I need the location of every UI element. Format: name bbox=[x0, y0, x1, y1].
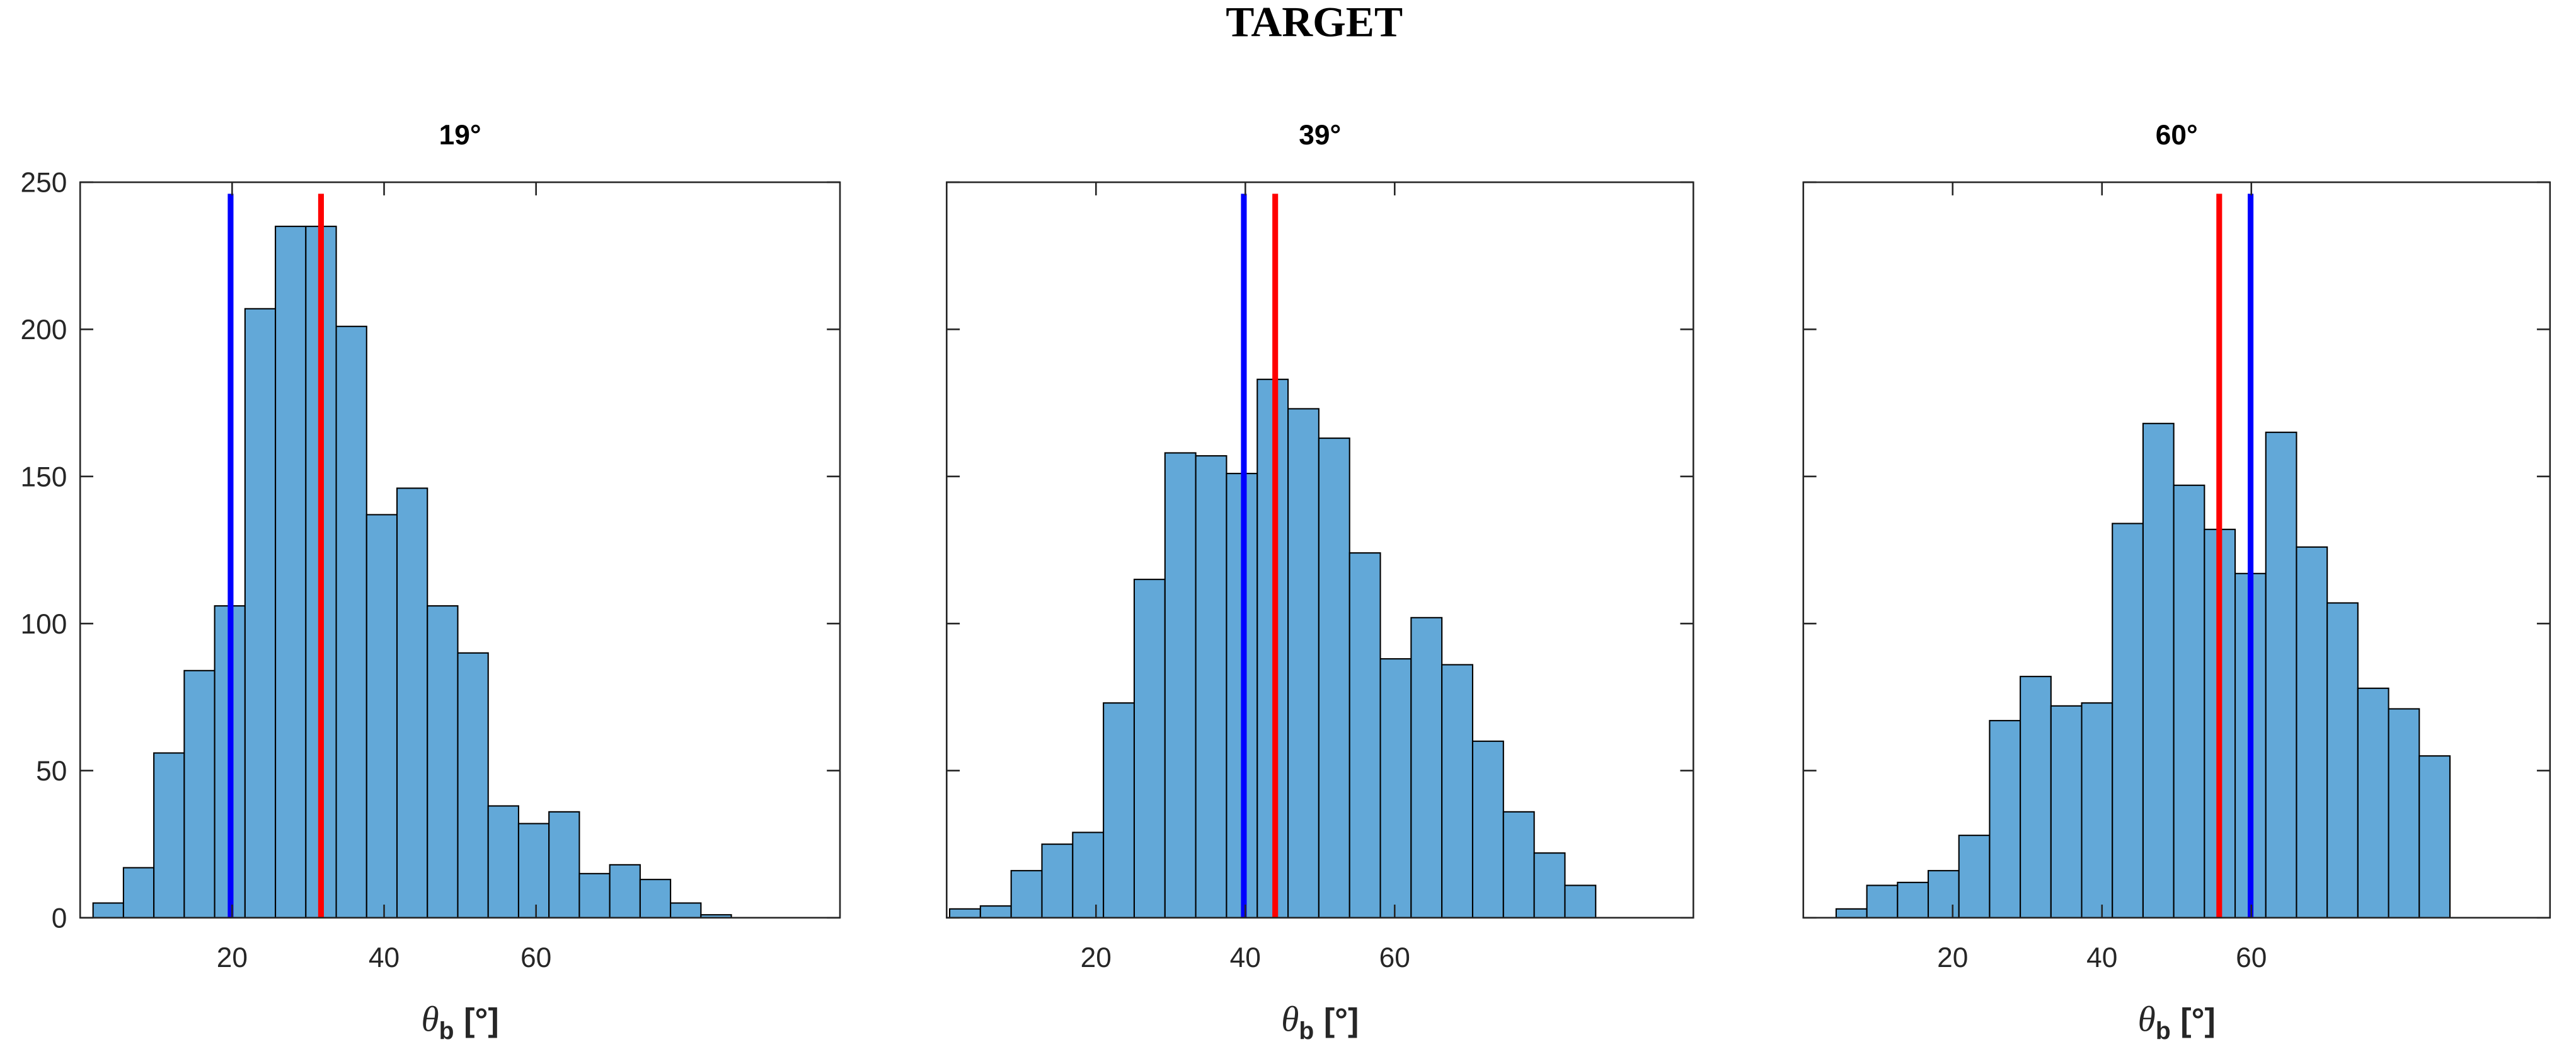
histogram-bar bbox=[1835, 908, 1868, 918]
histogram-bar bbox=[639, 879, 672, 918]
histogram-bar bbox=[1164, 452, 1197, 918]
histogram-bar bbox=[396, 487, 428, 918]
histogram-bar bbox=[1195, 455, 1228, 918]
panel-title: 39° bbox=[1299, 120, 1341, 151]
x-tick-label: 20 bbox=[1081, 942, 1112, 973]
histogram-bar bbox=[1533, 852, 1566, 918]
histogram-bar bbox=[1287, 408, 1320, 918]
x-axis-label: θb [°] bbox=[2138, 1000, 2216, 1045]
histogram-bar bbox=[1897, 881, 1929, 918]
histogram-bar bbox=[1958, 835, 1991, 918]
histogram-bar bbox=[244, 308, 277, 918]
histogram-bar bbox=[1103, 702, 1136, 918]
histogram-bar bbox=[2050, 705, 2083, 918]
y-tick-label: 0 bbox=[52, 903, 67, 934]
histogram-bar bbox=[548, 811, 580, 918]
histogram-bar bbox=[979, 905, 1012, 918]
histogram-bar bbox=[2326, 602, 2359, 918]
histogram-bar bbox=[2112, 523, 2144, 918]
histogram-bar bbox=[2388, 708, 2420, 918]
histogram-bar bbox=[1010, 870, 1043, 918]
histogram-bar bbox=[2418, 755, 2451, 918]
histogram-bar bbox=[2081, 702, 2113, 918]
histogram-bar bbox=[1471, 740, 1504, 918]
x-tick-label: 20 bbox=[217, 942, 248, 973]
y-tick-label: 50 bbox=[36, 756, 67, 787]
histogram-bar bbox=[2357, 687, 2389, 918]
x-label-unit: [°] bbox=[2180, 1002, 2216, 1039]
histogram-bar bbox=[2142, 422, 2175, 918]
histogram-bar bbox=[1441, 664, 1474, 918]
y-tick-label: 250 bbox=[20, 168, 67, 199]
y-tick-label: 100 bbox=[20, 609, 67, 640]
histogram-bar bbox=[1502, 811, 1535, 918]
histogram-bar bbox=[948, 908, 981, 918]
histogram-bar bbox=[365, 514, 398, 918]
histogram-bar bbox=[1133, 579, 1166, 918]
histogram-bar bbox=[1318, 437, 1350, 918]
x-tick-label: 40 bbox=[2086, 942, 2117, 973]
x-label-unit: [°] bbox=[1324, 1002, 1359, 1039]
x-label-symbol: θ bbox=[2138, 1000, 2156, 1040]
x-axis-label: θb [°] bbox=[1281, 1000, 1359, 1045]
x-tick-label: 60 bbox=[2236, 942, 2267, 973]
histogram-bar bbox=[427, 605, 459, 918]
histogram-bar bbox=[153, 752, 185, 918]
histogram-bar bbox=[122, 867, 155, 918]
x-axis-label: θb [°] bbox=[422, 1000, 499, 1045]
histogram-bar bbox=[2265, 431, 2297, 918]
histogram-bar bbox=[1927, 870, 1960, 918]
x-label-subscript: b bbox=[1299, 1018, 1314, 1045]
histogram-bar bbox=[335, 325, 367, 918]
y-tick-label: 200 bbox=[20, 315, 67, 345]
histogram-bar bbox=[487, 805, 519, 918]
panel-title: 19° bbox=[439, 120, 481, 151]
x-label-subscript: b bbox=[439, 1018, 454, 1045]
histogram-bar bbox=[1348, 552, 1381, 918]
histogram-bar bbox=[457, 652, 489, 918]
axes-box bbox=[79, 181, 841, 919]
histogram-bar bbox=[2296, 546, 2328, 918]
histogram-bar bbox=[183, 669, 216, 918]
x-label-unit: [°] bbox=[464, 1002, 499, 1039]
axes-box bbox=[1802, 181, 2551, 919]
histogram-bar bbox=[578, 872, 611, 918]
x-tick-label: 40 bbox=[369, 942, 400, 973]
x-tick-label: 40 bbox=[1230, 942, 1261, 973]
histogram-bar bbox=[1989, 720, 2021, 918]
panel-title: 60° bbox=[2156, 120, 2198, 151]
x-tick-label: 60 bbox=[1379, 942, 1410, 973]
histogram-bar bbox=[275, 226, 307, 918]
histogram-bar bbox=[1041, 843, 1074, 918]
x-tick-label: 60 bbox=[520, 942, 551, 973]
x-label-subscript: b bbox=[2156, 1018, 2171, 1045]
histogram-bar bbox=[609, 864, 641, 918]
figure-title: TARGET bbox=[1226, 0, 1403, 45]
histogram-bar bbox=[2173, 484, 2205, 918]
x-tick-label: 20 bbox=[1937, 942, 1968, 973]
x-label-symbol: θ bbox=[422, 1000, 439, 1040]
histogram-bar bbox=[517, 823, 550, 918]
axes-box bbox=[945, 181, 1694, 919]
histogram-bar bbox=[670, 902, 702, 918]
histogram-bar bbox=[1410, 617, 1443, 918]
histogram-bar bbox=[92, 902, 124, 918]
y-tick-label: 150 bbox=[20, 461, 67, 492]
x-label-symbol: θ bbox=[1281, 1000, 1299, 1040]
histogram-bar bbox=[1564, 884, 1597, 918]
histogram-bar bbox=[1379, 658, 1412, 918]
histogram-bar bbox=[1866, 884, 1899, 918]
histogram-bar bbox=[1072, 831, 1105, 918]
histogram-bar bbox=[2020, 676, 2052, 918]
